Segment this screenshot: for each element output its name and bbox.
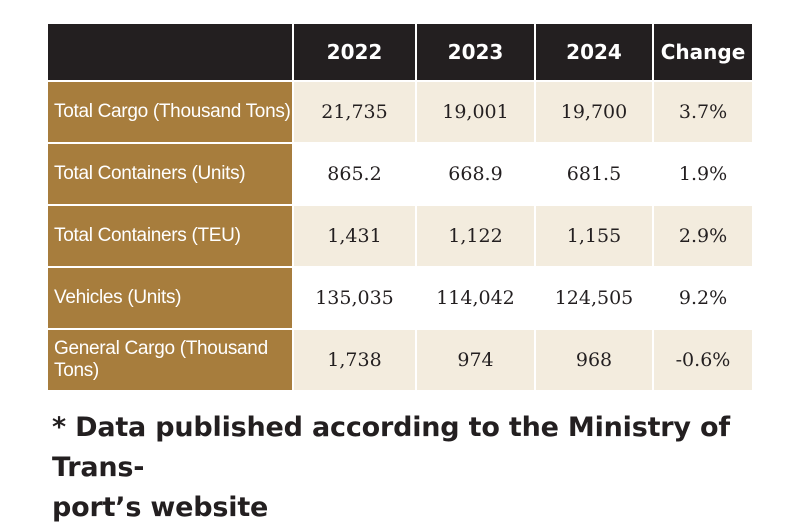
- table-row: Total Cargo (Thousand Tons) 21,735 19,00…: [48, 80, 752, 143]
- table-row: Total Containers (Units) 865.2 668.9 681…: [48, 142, 752, 205]
- row-label: Total Containers (TEU): [48, 204, 294, 267]
- cell-change: 3.7%: [653, 80, 752, 143]
- row-label: Total Containers (Units): [48, 142, 294, 205]
- cell-2023: 1,122: [416, 204, 536, 267]
- table-row: General Cargo (Thousand Tons) 1,738 974 …: [48, 328, 752, 390]
- cell-2024: 124,505: [535, 266, 654, 329]
- table-row: Vehicles (Units) 135,035 114,042 124,505…: [48, 266, 752, 329]
- header-cell-2022: 2022: [293, 24, 417, 81]
- cell-change: 9.2%: [653, 266, 752, 329]
- table-body: Total Cargo (Thousand Tons) 21,735 19,00…: [48, 80, 752, 390]
- cell-2024: 19,700: [535, 80, 654, 143]
- header-cell-change: Change: [653, 24, 752, 81]
- data-table: 2022 2023 2024 Change Total Cargo (Thous…: [48, 24, 752, 390]
- footnote-line-1: * Data published according to the Minist…: [52, 412, 730, 483]
- cell-2023: 114,042: [416, 266, 536, 329]
- header-cell-empty: [48, 24, 294, 81]
- header-cell-2024: 2024: [535, 24, 654, 81]
- footnote-line-2: port’s website: [52, 492, 269, 523]
- cell-2023: 668.9: [416, 142, 536, 205]
- row-label: Vehicles (Units): [48, 266, 294, 329]
- cell-change: -0.6%: [653, 328, 752, 390]
- row-label: General Cargo (Thousand Tons): [48, 328, 294, 390]
- cell-2022: 1,738: [293, 328, 417, 390]
- cell-2024: 968: [535, 328, 654, 390]
- footnote: * Data published according to the Minist…: [52, 408, 762, 528]
- cell-2022: 135,035: [293, 266, 417, 329]
- cell-2024: 681.5: [535, 142, 654, 205]
- row-label: Total Cargo (Thousand Tons): [48, 80, 294, 143]
- cell-2022: 865.2: [293, 142, 417, 205]
- table-row: Total Containers (TEU) 1,431 1,122 1,155…: [48, 204, 752, 267]
- cell-2023: 974: [416, 328, 536, 390]
- cell-2022: 1,431: [293, 204, 417, 267]
- cell-2023: 19,001: [416, 80, 536, 143]
- header-row: 2022 2023 2024 Change: [48, 24, 752, 81]
- data-table-container: 2022 2023 2024 Change Total Cargo (Thous…: [48, 24, 752, 390]
- header-cell-2023: 2023: [416, 24, 536, 81]
- cell-2022: 21,735: [293, 80, 417, 143]
- cell-change: 1.9%: [653, 142, 752, 205]
- table-header: 2022 2023 2024 Change: [48, 24, 752, 81]
- cell-2024: 1,155: [535, 204, 654, 267]
- cell-change: 2.9%: [653, 204, 752, 267]
